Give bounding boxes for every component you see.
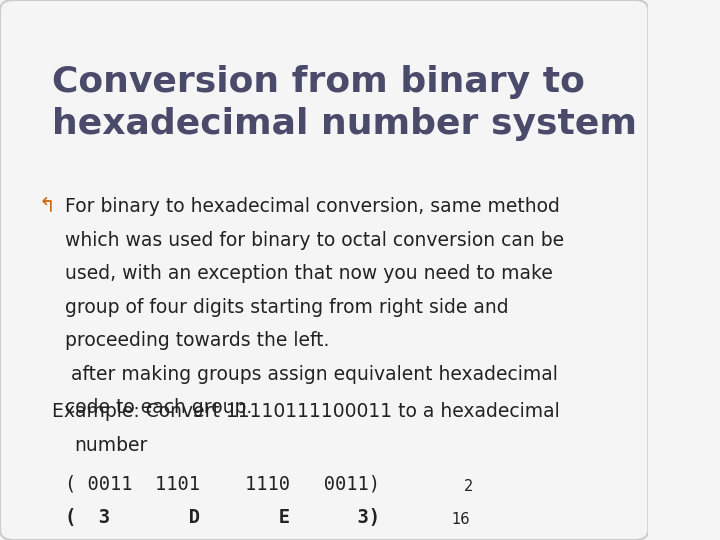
Text: Example: Convert 11110111100011 to a hexadecimal: Example: Convert 11110111100011 to a hex… bbox=[52, 402, 559, 421]
Text: 16: 16 bbox=[452, 512, 470, 527]
Text: ( 0011  1101    1110   0011): ( 0011 1101 1110 0011) bbox=[65, 474, 380, 493]
Text: number: number bbox=[75, 436, 148, 455]
Text: used, with an exception that now you need to make: used, with an exception that now you nee… bbox=[65, 264, 553, 283]
Text: group of four digits starting from right side and: group of four digits starting from right… bbox=[65, 298, 508, 316]
Text: which was used for binary to octal conversion can be: which was used for binary to octal conve… bbox=[65, 231, 564, 249]
Text: after making groups assign equivalent hexadecimal: after making groups assign equivalent he… bbox=[65, 364, 558, 383]
Text: For binary to hexadecimal conversion, same method: For binary to hexadecimal conversion, sa… bbox=[65, 197, 559, 216]
Text: proceeding towards the left.: proceeding towards the left. bbox=[65, 331, 329, 350]
FancyBboxPatch shape bbox=[0, 0, 649, 540]
Text: 2: 2 bbox=[464, 478, 473, 494]
Text: Conversion from binary to
hexadecimal number system: Conversion from binary to hexadecimal nu… bbox=[52, 65, 637, 141]
Text: code to each group.: code to each group. bbox=[65, 398, 252, 417]
Text: (  3       D       E      3): ( 3 D E 3) bbox=[65, 508, 380, 526]
Text: ↰: ↰ bbox=[39, 197, 55, 216]
